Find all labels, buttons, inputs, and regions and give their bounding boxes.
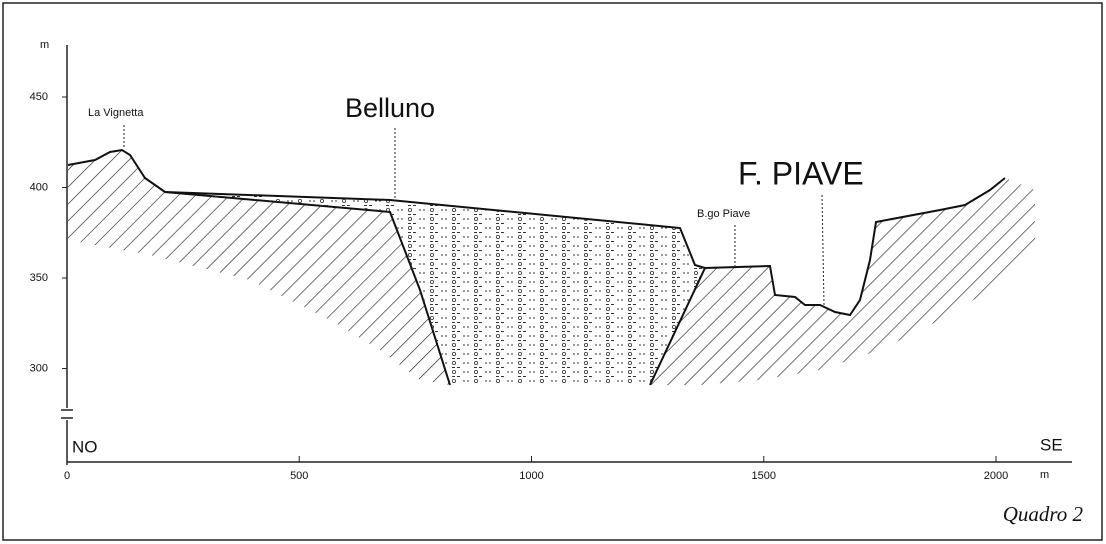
caption: Quadro 2 — [1003, 502, 1084, 526]
cross-section-figure: m m La Vignetta Belluno B.go Piave F. PI… — [0, 0, 1106, 544]
y-tick-label: 400 — [30, 181, 48, 193]
x-tick-label: 0 — [64, 470, 70, 482]
y-tick-label: 450 — [30, 91, 48, 103]
y-tick-label: 300 — [30, 362, 48, 374]
place-label: Belluno — [345, 93, 435, 123]
x-axis-unit: m — [1040, 469, 1049, 481]
direction-label: SE — [1040, 435, 1063, 454]
y-axis-unit: m — [40, 39, 49, 51]
y-tick-label: 350 — [30, 272, 48, 284]
direction-label: NO — [72, 437, 98, 456]
x-tick-label: 2000 — [984, 470, 1008, 482]
x-tick-label: 1500 — [752, 470, 776, 482]
bedrock-left — [68, 150, 450, 385]
river-label: F. PIAVE — [738, 155, 864, 191]
x-tick-label: 500 — [290, 470, 308, 482]
leader — [822, 195, 824, 305]
x-tick-label: 1000 — [519, 470, 543, 482]
place-label: B.go Piave — [697, 208, 750, 220]
place-label: La Vignetta — [88, 107, 144, 119]
